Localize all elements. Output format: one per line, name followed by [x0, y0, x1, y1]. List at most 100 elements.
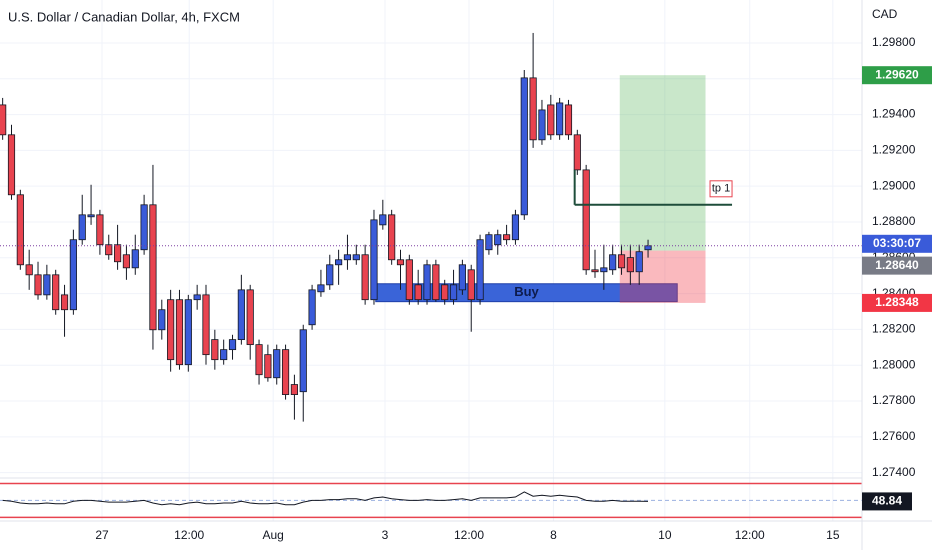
stop-price-label: 1.28348 [875, 295, 919, 309]
x-tick-label: 3 [382, 528, 389, 542]
currency-label: CAD [872, 7, 898, 21]
candle-body [476, 239, 484, 301]
candle-body [7, 134, 16, 196]
candle-body [388, 214, 396, 261]
stop-price-label-box [862, 293, 932, 312]
candle-body [617, 254, 626, 269]
candle-body [220, 349, 228, 361]
y-tick-label: 1.29000 [872, 178, 916, 192]
y-tick-label: 1.28200 [872, 322, 916, 336]
candle-body [494, 234, 502, 246]
candle-body [131, 249, 139, 269]
candle-body [34, 274, 42, 296]
candle-body [511, 214, 520, 241]
plot: Buy tp 1 [0, 32, 862, 519]
candle-body [317, 284, 325, 293]
countdown-label-box [862, 234, 932, 253]
candle-body [237, 289, 245, 341]
y-tick-label: 1.29200 [872, 143, 916, 157]
candle-body [405, 259, 413, 301]
candle-body [158, 309, 166, 331]
stop-area [619, 250, 706, 303]
candle-body [78, 214, 86, 241]
grid [0, 0, 862, 521]
candle-body [458, 264, 466, 291]
indicator-value-box [862, 492, 912, 511]
y-tick-label: 1.29800 [872, 35, 916, 49]
candle-body [299, 329, 307, 393]
candle-body [564, 104, 573, 136]
candle-body [255, 344, 263, 376]
candle-body [370, 219, 378, 301]
candle-body [96, 214, 104, 246]
candle-body [202, 294, 210, 356]
y-tick-label: 1.27800 [872, 393, 916, 407]
candle-body [167, 299, 175, 361]
zone-label: Buy [514, 284, 539, 299]
indicator-line [2, 491, 649, 506]
candle-body [193, 294, 201, 301]
y-tick-label: 1.28800 [872, 214, 916, 228]
target-area [619, 75, 706, 251]
axes: 1.274001.276001.278001.280001.282001.284… [95, 35, 932, 542]
candle-body [352, 254, 360, 261]
candle-body [609, 254, 617, 271]
candle-body [175, 299, 184, 366]
y-tick-label: 1.28000 [872, 357, 916, 371]
candle-body [485, 234, 493, 251]
candle-body [441, 284, 449, 301]
candle-body [184, 299, 192, 366]
candle-body [432, 264, 440, 301]
candle-body [308, 289, 316, 326]
x-tick-label: 15 [826, 528, 840, 542]
candle-body [0, 104, 7, 136]
target-price-label: 1.29620 [875, 67, 919, 81]
candle-body [16, 194, 24, 266]
candle-body [573, 134, 581, 171]
candle-body [626, 257, 634, 273]
candle-body [25, 264, 33, 276]
tp-label: tp 1 [712, 183, 730, 195]
candle-body [467, 269, 475, 301]
candle-body [149, 204, 157, 331]
candle-body [591, 269, 599, 273]
candle-body [600, 267, 608, 273]
candle-body [423, 264, 431, 301]
candle-body [414, 284, 422, 301]
candle-body [556, 102, 564, 136]
candle-body [520, 77, 528, 216]
x-tick-label: Aug [263, 528, 284, 542]
candle-body [449, 284, 458, 301]
candle-body [122, 254, 131, 269]
candle-body [529, 77, 537, 141]
chart-title: U.S. Dollar / Canadian Dollar, 4h, FXCM [8, 9, 240, 24]
x-tick-label: 8 [550, 528, 557, 542]
candle-body [105, 244, 113, 256]
candle-body [228, 339, 237, 351]
candle-body [87, 214, 95, 218]
candle-body [264, 354, 272, 379]
candle-body [246, 289, 254, 346]
candle-body [396, 259, 405, 266]
y-tick-label: 1.29400 [872, 107, 916, 121]
x-tick-label: 12:00 [735, 528, 765, 542]
candle-body [343, 254, 352, 261]
target-price-label-box [862, 66, 932, 85]
candle-body [582, 169, 590, 271]
x-tick-label: 10 [658, 528, 672, 542]
tp-label-box [709, 180, 733, 198]
candle-body [326, 264, 334, 286]
candle-body [60, 294, 69, 311]
candle-body [538, 109, 546, 141]
y-tick-label: 1.27600 [872, 429, 916, 443]
candle-body [273, 349, 281, 379]
candle-body [114, 244, 122, 263]
candle-body [52, 274, 60, 311]
entry-price-label: 1.28640 [875, 258, 919, 272]
y-tick-label: 1.27400 [872, 465, 916, 479]
x-tick-label: 12:00 [454, 528, 484, 542]
candle-body [547, 104, 555, 136]
candle-body [361, 254, 369, 301]
